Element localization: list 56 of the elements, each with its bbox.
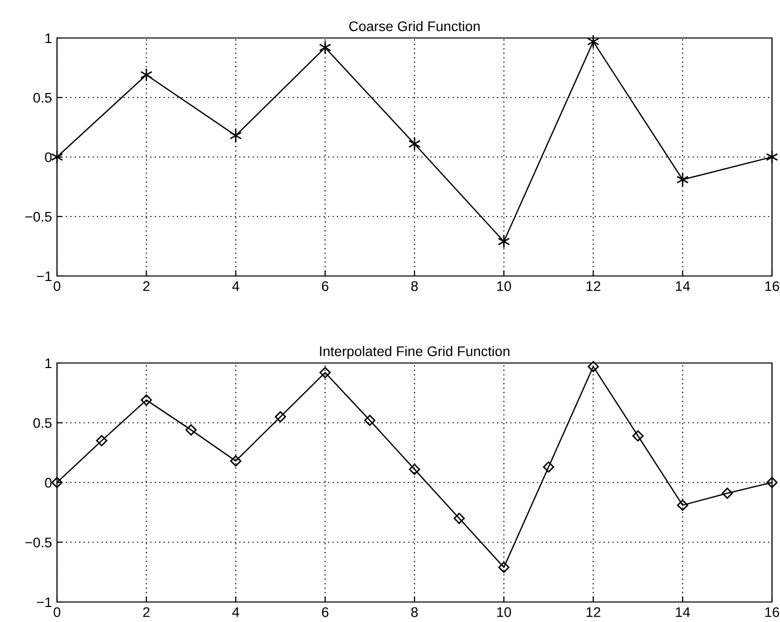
y-tick-label: 0 bbox=[44, 152, 52, 162]
y-tick-label: −0.5 bbox=[25, 212, 52, 222]
x-tick-label: 6 bbox=[322, 281, 328, 292]
point bbox=[542, 461, 554, 473]
x-tick-label: 0 bbox=[54, 607, 60, 618]
x-tick-label: 10 bbox=[497, 607, 512, 618]
point bbox=[51, 476, 63, 488]
point bbox=[677, 500, 688, 511]
point bbox=[140, 394, 152, 406]
point bbox=[50, 150, 64, 164]
point bbox=[319, 40, 332, 54]
point bbox=[766, 150, 778, 164]
x-tick-label: 4 bbox=[232, 607, 240, 617]
point bbox=[364, 414, 376, 426]
point bbox=[632, 430, 644, 442]
y-tick-label: −0.5 bbox=[25, 538, 52, 548]
point bbox=[498, 234, 510, 248]
x-tick-label: 14 bbox=[676, 607, 690, 617]
x-tick-label: 8 bbox=[411, 607, 418, 618]
point bbox=[96, 435, 108, 446]
point bbox=[230, 128, 242, 143]
x-tick-label: 16 bbox=[765, 607, 780, 618]
chart-title: Coarse Grid Function bbox=[349, 20, 480, 32]
point bbox=[722, 488, 733, 499]
x-tick-label: 0 bbox=[54, 281, 60, 292]
point bbox=[320, 366, 331, 378]
point bbox=[454, 512, 465, 524]
point bbox=[498, 562, 510, 573]
x-tick-label: 12 bbox=[586, 281, 600, 291]
x-tick-label: 16 bbox=[765, 281, 780, 292]
point bbox=[408, 136, 421, 151]
x-tick-label: 8 bbox=[411, 281, 418, 292]
x-tick-label: 12 bbox=[586, 607, 600, 617]
chart-title: Interpolated Fine Grid Function bbox=[320, 346, 510, 359]
point bbox=[587, 34, 600, 49]
y-tick-label: 0 bbox=[44, 478, 52, 488]
point bbox=[274, 411, 286, 422]
x-tick-label: 2 bbox=[143, 281, 150, 291]
point bbox=[185, 424, 197, 436]
x-tick-label: 4 bbox=[232, 281, 240, 291]
y-tick-label: −1 bbox=[36, 597, 52, 608]
y-tick-label: 0.5 bbox=[33, 92, 52, 103]
point bbox=[140, 68, 152, 82]
x-tick-label: 6 bbox=[322, 607, 328, 618]
point bbox=[676, 172, 689, 187]
y-tick-label: 1 bbox=[45, 358, 52, 368]
x-tick-label: 10 bbox=[497, 281, 512, 292]
x-tick-label: 2 bbox=[143, 607, 150, 617]
y-tick-label: 1 bbox=[45, 33, 52, 44]
point bbox=[588, 360, 599, 372]
y-tick-label: −1 bbox=[36, 271, 52, 282]
x-tick-label: 14 bbox=[676, 281, 690, 291]
point bbox=[408, 464, 420, 475]
point bbox=[766, 476, 778, 488]
y-tick-label: 0.5 bbox=[33, 418, 52, 428]
point bbox=[230, 455, 242, 467]
